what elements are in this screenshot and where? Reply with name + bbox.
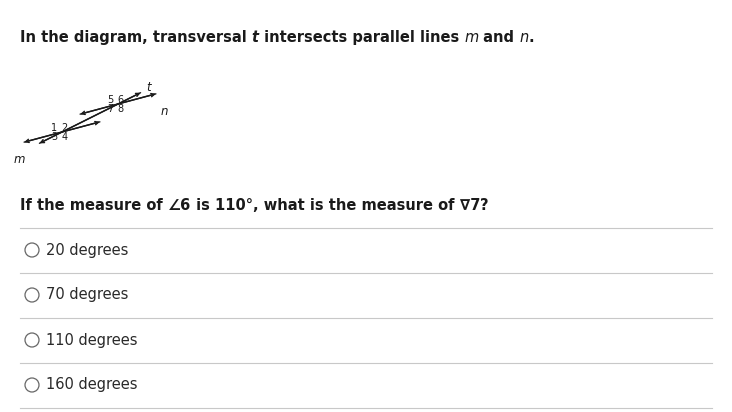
Text: 6: 6 bbox=[118, 94, 124, 105]
Text: 2: 2 bbox=[61, 122, 68, 133]
Text: 70 degrees: 70 degrees bbox=[46, 288, 128, 302]
Text: m: m bbox=[464, 30, 479, 45]
Text: If the measure of: If the measure of bbox=[20, 198, 168, 213]
Text: t: t bbox=[146, 81, 152, 94]
Text: 4: 4 bbox=[61, 131, 68, 141]
Text: 1: 1 bbox=[51, 122, 57, 133]
Text: n: n bbox=[161, 105, 168, 118]
Text: 5: 5 bbox=[107, 94, 113, 105]
Text: n: n bbox=[520, 30, 529, 45]
Text: ∇7: ∇7 bbox=[460, 198, 480, 213]
Text: 7: 7 bbox=[107, 103, 113, 113]
Text: 110 degrees: 110 degrees bbox=[46, 332, 138, 347]
Text: and: and bbox=[479, 30, 520, 45]
Text: 20 degrees: 20 degrees bbox=[46, 243, 128, 258]
Text: m: m bbox=[14, 153, 25, 166]
Text: 3: 3 bbox=[51, 131, 57, 141]
Text: In the diagram, transversal: In the diagram, transversal bbox=[20, 30, 252, 45]
Text: intersects parallel lines: intersects parallel lines bbox=[259, 30, 464, 45]
Text: t: t bbox=[252, 30, 259, 45]
Text: 8: 8 bbox=[118, 103, 124, 113]
Text: ?: ? bbox=[480, 198, 489, 213]
Text: .: . bbox=[529, 30, 534, 45]
Text: ∠6: ∠6 bbox=[168, 198, 191, 213]
Text: is 110°, what is the measure of: is 110°, what is the measure of bbox=[191, 198, 460, 213]
Text: 160 degrees: 160 degrees bbox=[46, 377, 138, 393]
